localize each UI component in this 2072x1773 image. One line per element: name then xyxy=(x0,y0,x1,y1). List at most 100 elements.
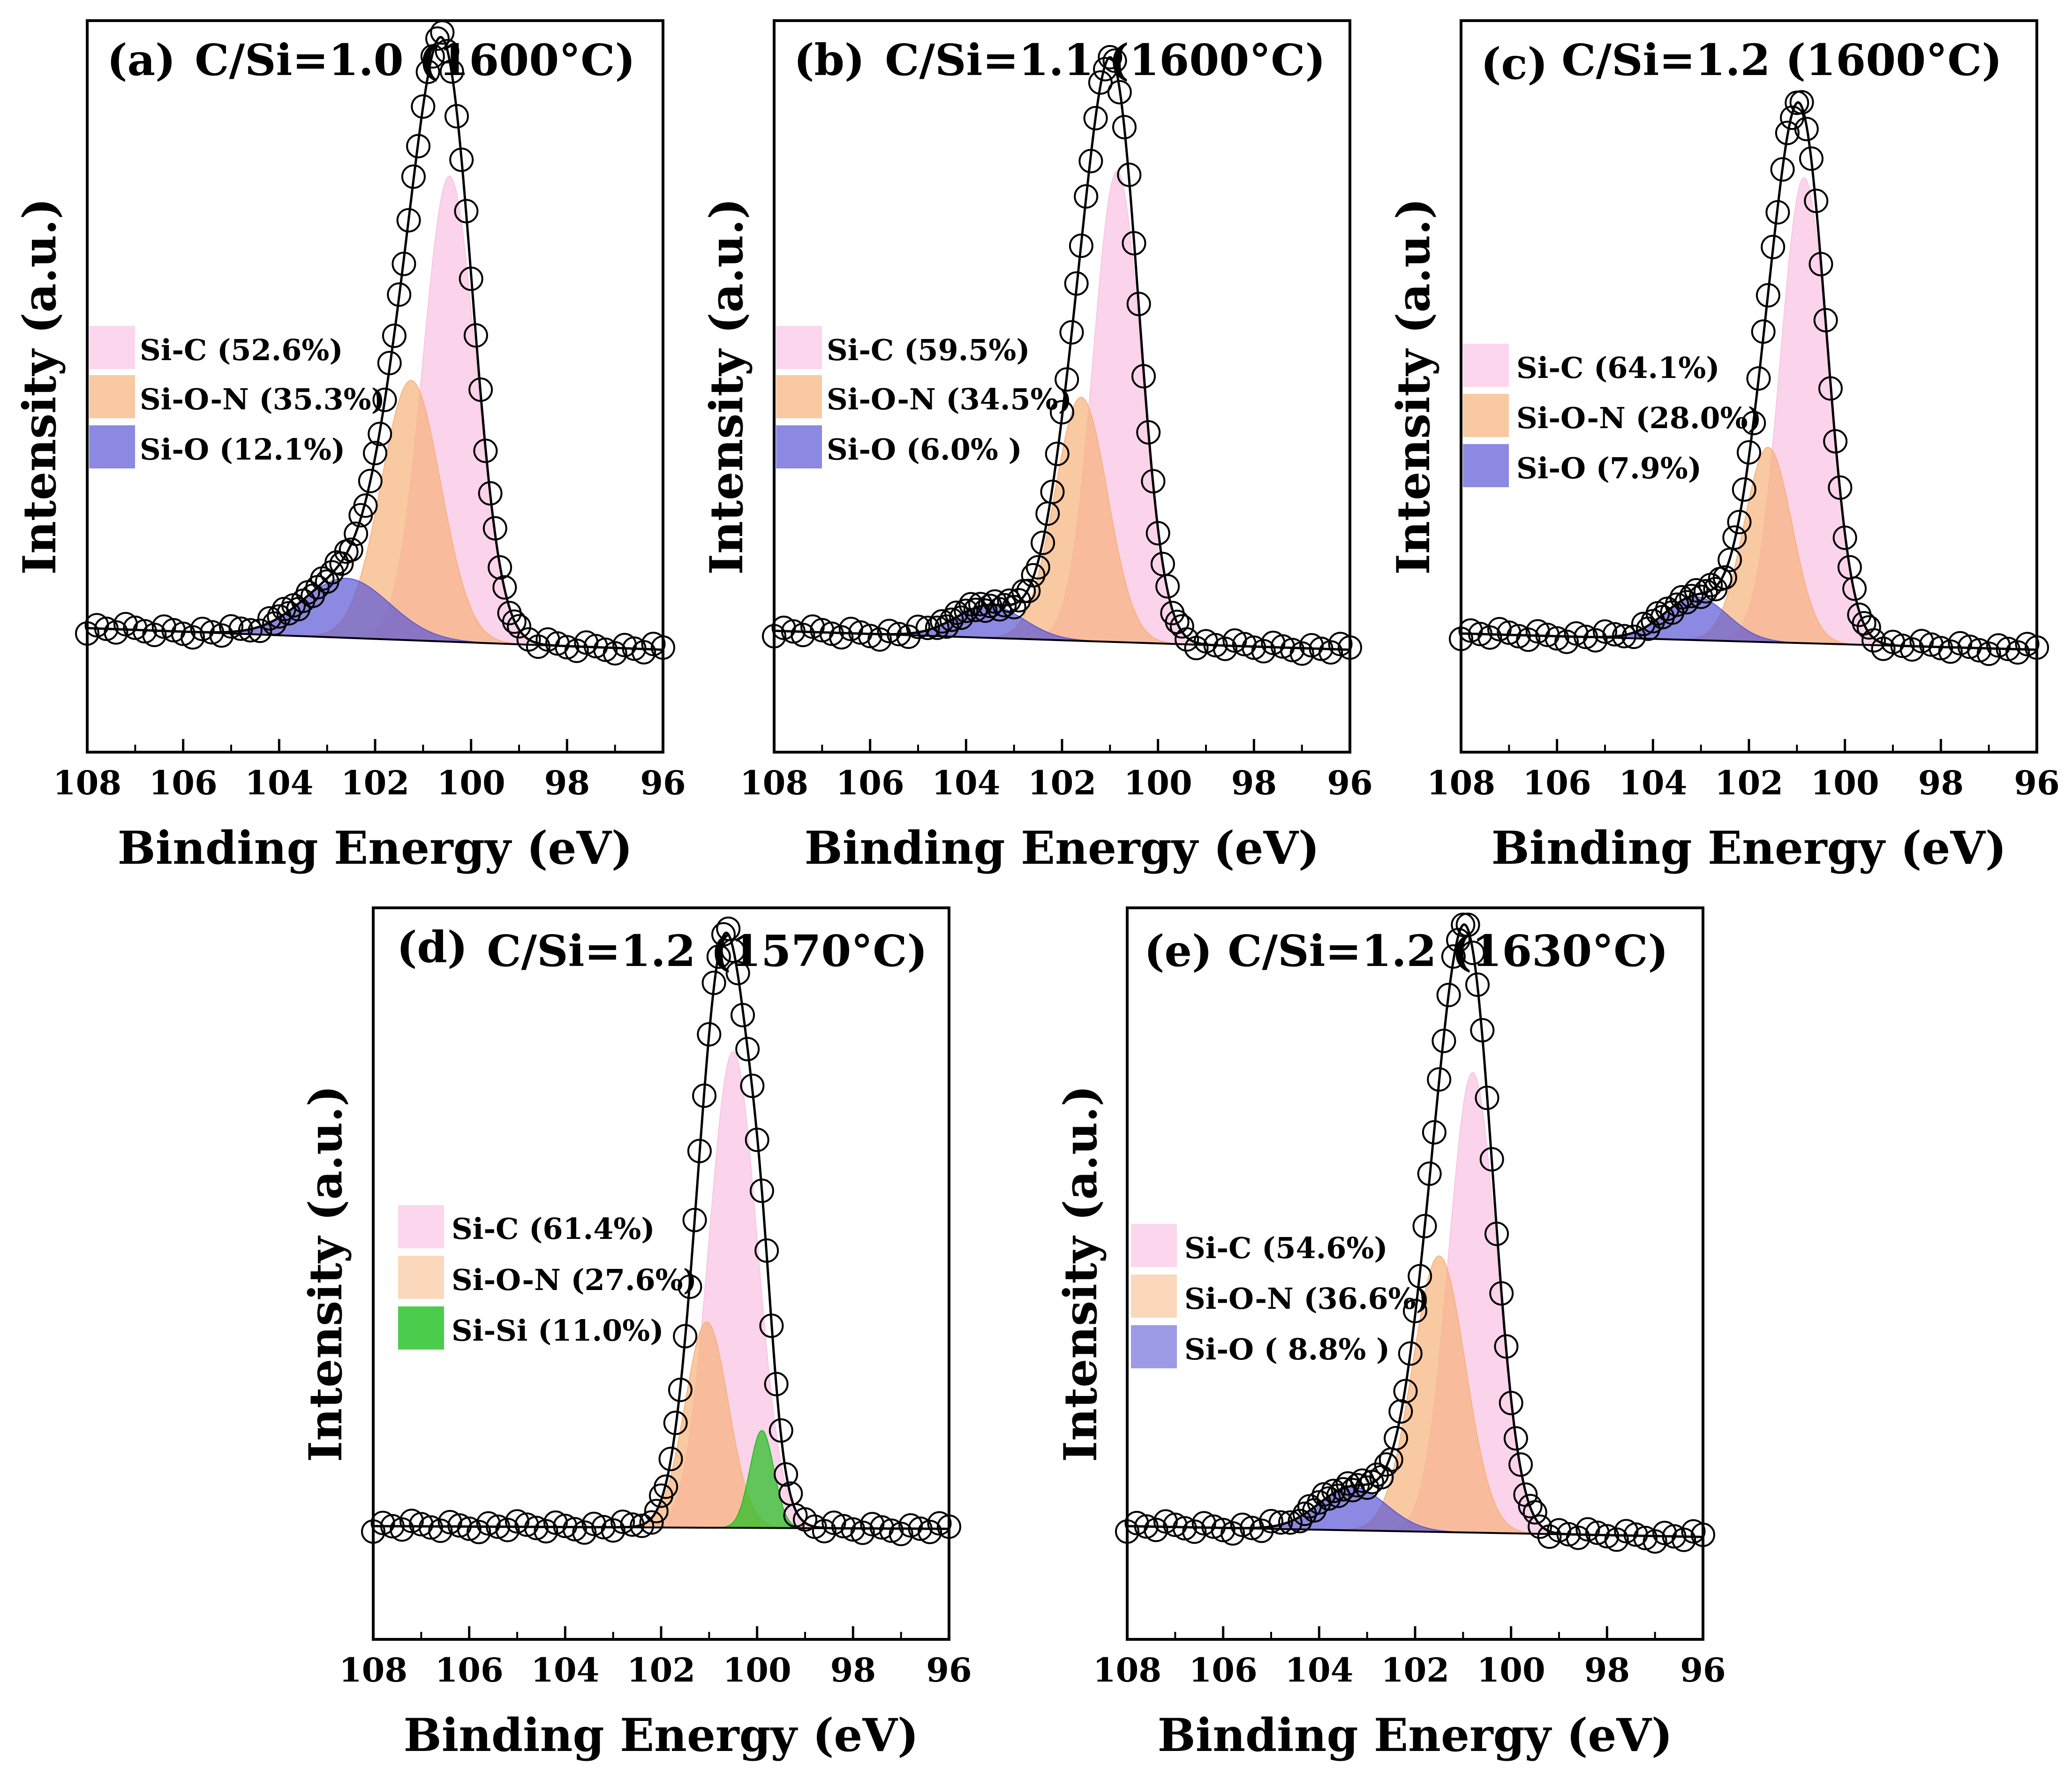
panel-e-data-point xyxy=(1518,1494,1543,1518)
panel-a-data-point xyxy=(463,323,488,348)
panel-b-x-tick-label: 104 xyxy=(932,763,1000,802)
panel-b-data-point xyxy=(1050,400,1074,425)
panel-b-data-point xyxy=(992,593,1017,618)
panel-a-data-point xyxy=(132,619,157,644)
panel-e-data-point xyxy=(1172,1516,1197,1541)
panel-c-data-point xyxy=(1621,625,1646,649)
panel-c-data-point xyxy=(1789,90,1814,115)
panel-a-legend-swatch-si-o-n xyxy=(89,375,135,418)
panel-b-data-point xyxy=(958,592,983,617)
panel-a-data-point xyxy=(439,59,464,84)
panel-a-letter: (a) xyxy=(107,35,176,85)
panel-d-data-point xyxy=(701,971,726,995)
panel-c-data-point xyxy=(1861,628,1886,653)
panel-e-legend-si-c: Si-C (54.6%) xyxy=(1184,1231,1388,1265)
panel-a-data-point xyxy=(435,39,460,64)
panel-c-title: C/Si=1.2 (1600°C) xyxy=(1561,35,2002,85)
panel-d-data-point xyxy=(601,1518,625,1543)
panel-d-data-point xyxy=(735,1037,760,1062)
panel-e-data-point xyxy=(1134,1514,1159,1539)
panel-e-data-point xyxy=(1522,1500,1547,1525)
panel-b-data-point xyxy=(1107,80,1132,105)
panel-e-ylabel: Intensity (a.u.) xyxy=(1054,1085,1107,1462)
panel-c-data-point xyxy=(1808,252,1833,277)
panel-b-data-point xyxy=(1309,636,1334,661)
panel-a-data-point xyxy=(641,632,666,656)
panel-b-data-point xyxy=(982,589,1007,614)
panel-d-data-point xyxy=(620,1512,645,1537)
panel-d-data-point xyxy=(745,1127,769,1152)
panel-b-data-point xyxy=(1112,115,1137,140)
panel-b-data-point xyxy=(1242,635,1266,660)
panel-d-data-point xyxy=(428,1518,453,1543)
panel-b-data-point xyxy=(1117,162,1142,187)
panel-d-letter: (d) xyxy=(397,922,467,973)
panel-e-legend-swatch-si-o xyxy=(1131,1325,1177,1368)
panel-b-data-point xyxy=(1280,638,1305,663)
panel-e-data-point xyxy=(1489,1281,1514,1306)
panel-d-data-point xyxy=(591,1515,616,1539)
panel-d-data-point xyxy=(831,1514,856,1539)
panel-c-x-tick-label: 98 xyxy=(1918,763,1964,802)
panel-b-data-point xyxy=(915,616,940,640)
panel-e-data-point xyxy=(1321,1479,1346,1503)
panel-d-data-point xyxy=(692,1083,717,1108)
panel-a-xlabel: Binding Energy (eV) xyxy=(118,822,633,875)
panel-e-data-point xyxy=(1403,1298,1427,1323)
panel-a-title: C/Si=1.0 (1600°C) xyxy=(195,35,635,85)
panel-c-data-point xyxy=(1765,200,1790,225)
panel-d-data-point xyxy=(725,961,750,986)
panel-d-data-point xyxy=(769,1418,793,1443)
panel-a-data-point xyxy=(200,620,225,645)
panel-a-data-point xyxy=(219,614,243,639)
panel-b-data-point xyxy=(1069,234,1093,258)
panel-b-data-point xyxy=(1203,633,1228,657)
panel-c-ylabel: Intensity (a.u.) xyxy=(1387,198,1440,575)
panel-a-data-point xyxy=(449,147,474,172)
panel-c-data-point xyxy=(2015,632,2040,656)
panel-e-data-point xyxy=(1384,1426,1409,1450)
panel-e-data-point xyxy=(1633,1525,1658,1550)
panel-d-data-point xyxy=(687,1139,712,1163)
panel-c-data-point xyxy=(1693,579,1718,604)
panel-d-data-point xyxy=(399,1509,424,1533)
panel-a-data-point xyxy=(425,26,450,51)
panel-b-data-point xyxy=(1131,364,1156,389)
panel-b-data-point xyxy=(1136,420,1161,445)
panel-c-data-point xyxy=(1669,585,1694,610)
panel-d-data-point xyxy=(562,1517,587,1542)
panel-b-data-point xyxy=(1145,521,1170,546)
panel-e-data-point xyxy=(1566,1525,1590,1550)
panel-c-data-point xyxy=(1593,619,1617,644)
panel-b-data-point xyxy=(1141,469,1166,494)
panel-c-data-point xyxy=(1794,117,1819,142)
panel-a-x-tick-label: 106 xyxy=(149,763,218,802)
panel-e-x-tick-label: 100 xyxy=(1477,1651,1545,1690)
panel-a-data-point xyxy=(473,438,498,463)
panel-c-data-point xyxy=(1732,477,1756,502)
panel-d-data-point xyxy=(524,1516,549,1540)
panel-e-legend-swatch-si-c xyxy=(1131,1224,1177,1267)
panel-d: 108 106 104 102 100 98 96 (d) C/Si=1.2 (1570°C… xyxy=(299,906,972,1762)
panel-e-data-point xyxy=(1278,1510,1303,1535)
panel-c-data-point xyxy=(1727,510,1752,535)
panel-b-data-point xyxy=(1040,479,1065,504)
panel-c-data-point xyxy=(1712,565,1737,590)
panel-c-data-point xyxy=(1679,584,1704,609)
panel-a-data-point xyxy=(142,623,167,647)
panel-c-data-point xyxy=(1976,641,2001,666)
panel-a-x-tick-label: 96 xyxy=(640,763,686,802)
panel-a-data-point xyxy=(502,609,527,634)
panel-a-x-tick-label: 100 xyxy=(437,763,505,802)
panel-c-legend-si-c: Si-C (64.1%) xyxy=(1516,351,1720,385)
panel-d-data-point xyxy=(467,1520,491,1545)
panel-a-data-point xyxy=(492,575,517,600)
panel-e-data-point xyxy=(1408,1264,1432,1289)
panel-e-x-tick-label: 96 xyxy=(1680,1651,1725,1690)
panel-a-data-point xyxy=(411,94,436,119)
panel-d-x-tick-label: 104 xyxy=(531,1651,599,1690)
panel-e-x-tick-label: 108 xyxy=(1093,1651,1161,1690)
panel-c-data-point xyxy=(1612,624,1636,649)
panel-d-ticks: 108 106 104 102 100 98 96 xyxy=(339,1626,972,1690)
